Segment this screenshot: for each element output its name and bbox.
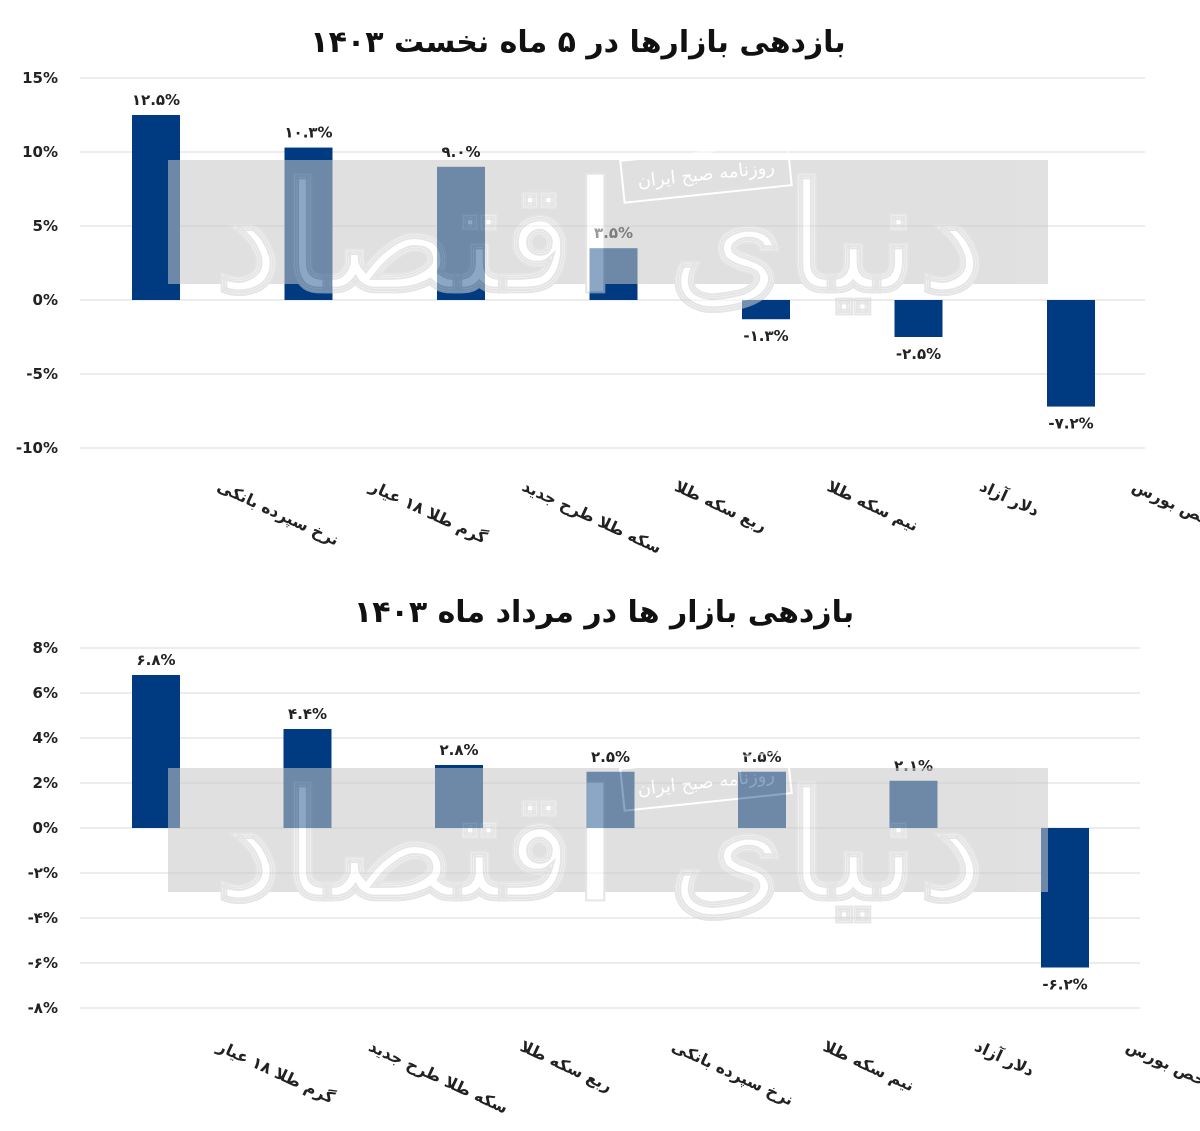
y-tick-label: -10%: [16, 439, 58, 457]
bar: [1041, 828, 1089, 968]
data-label: ۲.۸%: [439, 741, 478, 759]
y-tick-label: 15%: [22, 69, 58, 87]
chart-title: بازدهی بازارها در ۵ ماه نخست ۱۴۰۳: [310, 25, 845, 60]
data-label: -۷.۲%: [1048, 415, 1093, 433]
y-tick-label: 6%: [33, 684, 58, 702]
y-tick-label: 10%: [22, 143, 58, 161]
watermark-brand: دنیای اقتصاد: [215, 150, 985, 326]
y-axis-ticks: 15% 10% 5% 0% -5% -10%: [16, 69, 58, 457]
category-labels: گرم طلا ۱۸ عیار سکه طلا طرح جدید ربع سکه ط…: [213, 1035, 1200, 1117]
data-label: ۱۲.۵%: [132, 91, 180, 109]
data-label: -۲.۵%: [896, 345, 941, 363]
chart-title: بازدهی بازار ها در مرداد ماه ۱۴۰۳: [354, 595, 854, 630]
y-tick-label: 8%: [33, 639, 58, 657]
category-labels: نرخ سپرده بانکی گرم طلا ۱۸ عیار سکه طلا طر…: [214, 475, 1200, 557]
category-label: گرم طلا ۱۸ عیار: [366, 476, 491, 548]
watermark-2: روزنامه صبح ایران دنیای اقتصاد: [168, 750, 1048, 935]
y-tick-label: -۲%: [28, 864, 58, 882]
category-label: نیم سکه طلا: [820, 1036, 917, 1095]
watermark-1: روزنامه صبح ایران دنیای اقتصاد: [168, 142, 1048, 327]
watermark-tagline-box: [619, 142, 793, 204]
watermark-band: [168, 160, 1048, 284]
y-tick-label: 0%: [33, 291, 58, 309]
y-tick-label: 2%: [33, 774, 58, 792]
bar: [894, 300, 943, 337]
data-label: ۴.۴%: [288, 705, 327, 723]
category-label: ربع سکه طلا: [672, 476, 770, 535]
y-tick-label: 4%: [33, 729, 58, 747]
category-label: شاخص بورس: [1129, 476, 1200, 539]
y-tick-label: -۸%: [28, 999, 58, 1017]
category-label: سکه طلا طرح جدید: [366, 1036, 511, 1117]
bar: [742, 300, 790, 320]
watermark-band: [168, 768, 1048, 892]
category-label: سکه طلا طرح جدید: [519, 476, 664, 557]
category-label: ربع سکه طلا: [517, 1036, 615, 1095]
y-axis-ticks: 8% 6% 4% 2% 0% -۲% -۴% -۶% -۸%: [28, 639, 58, 1017]
category-label: دلار آزاد: [972, 1035, 1038, 1080]
category-label: نیم سکه طلا: [824, 476, 921, 535]
category-label: شاخص بورس: [1123, 1036, 1200, 1099]
data-label: ۱۰.۳%: [284, 124, 332, 142]
y-tick-label: 5%: [33, 217, 58, 235]
category-label: نرخ سپرده بانکی: [668, 1036, 796, 1110]
category-label: نرخ سپرده بانکی: [214, 476, 342, 550]
y-tick-label: 0%: [33, 819, 58, 837]
data-label: -۱.۳%: [743, 327, 788, 345]
data-label: ۹.۰%: [441, 143, 480, 161]
watermark-brand: دنیای اقتصاد: [215, 758, 985, 934]
y-tick-label: -۶%: [28, 954, 58, 972]
y-tick-label: -۴%: [28, 909, 58, 927]
data-label: ۲.۵%: [591, 748, 630, 766]
watermark-tagline-box: [619, 750, 793, 812]
data-label: ۶.۸%: [136, 651, 175, 669]
data-label: -۶.۲%: [1042, 976, 1087, 994]
y-tick-label: -5%: [26, 365, 58, 383]
category-label: دلار آزاد: [977, 475, 1043, 520]
category-label: گرم طلا ۱۸ عیار: [213, 1036, 338, 1108]
bar: [1047, 300, 1095, 407]
